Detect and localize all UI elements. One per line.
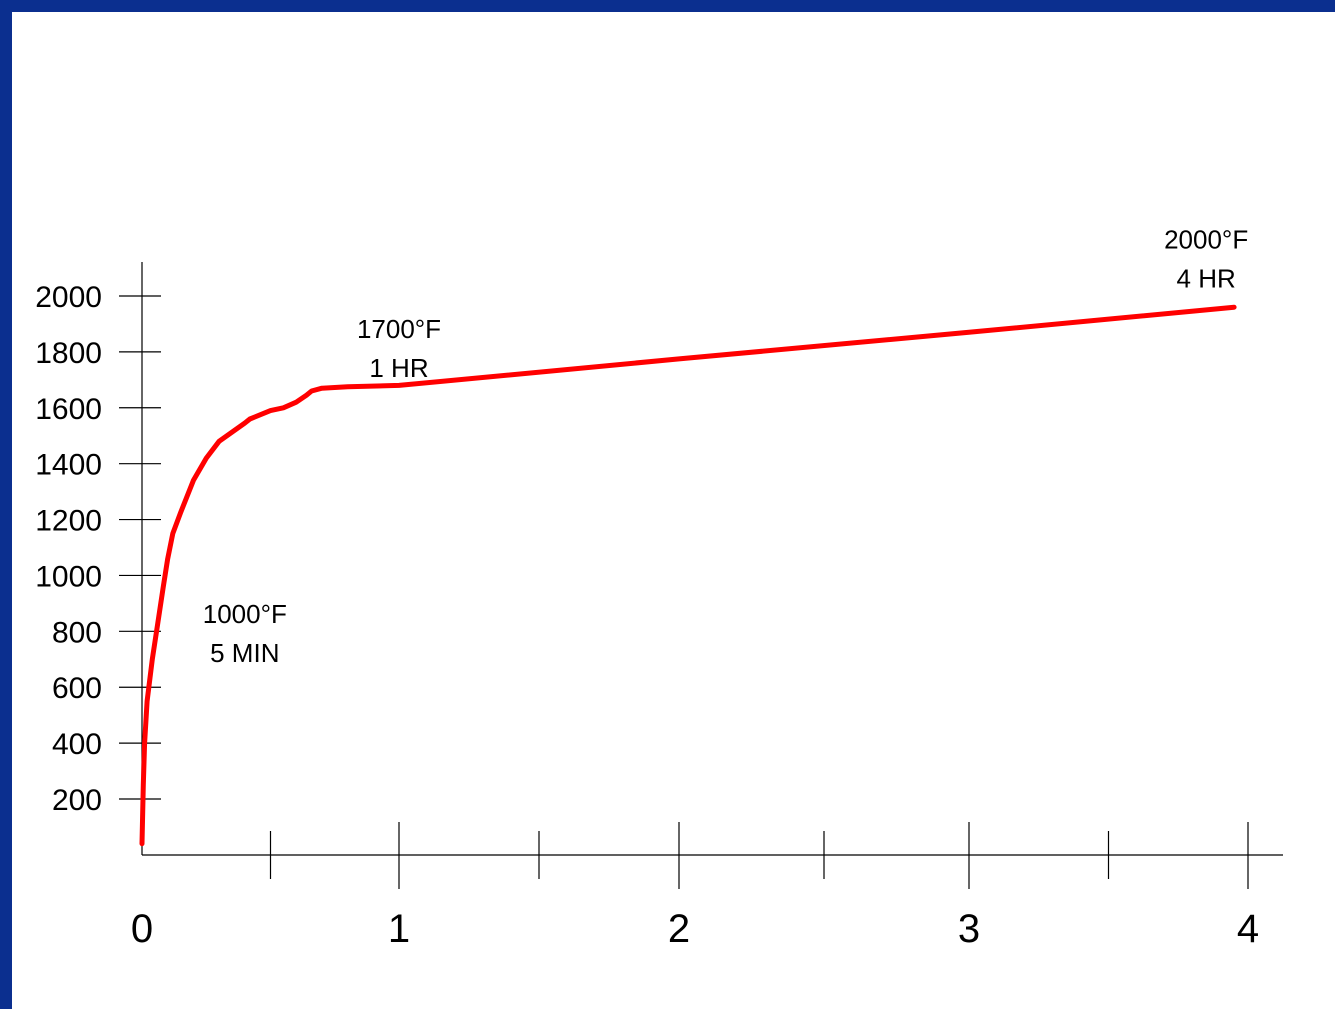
series-layer xyxy=(139,304,1237,847)
x-tick-label-1: 1 xyxy=(388,907,410,951)
x-tick-label-3: 3 xyxy=(958,907,980,951)
x-tick-label-0: 0 xyxy=(131,907,153,951)
annotation-0-line-0: 1000°F xyxy=(203,599,287,629)
slide-frame-top xyxy=(0,0,1335,12)
x-major-ticks xyxy=(398,822,1249,889)
annotation-2-line-1: 4 HR xyxy=(1177,263,1236,293)
y-tick-label-800: 800 xyxy=(52,616,102,649)
y-tick-label-600: 600 xyxy=(52,672,102,705)
annotation-layer: 1000°F 5 MIN 1700°F 1 HR 2000°F 4 HR xyxy=(203,224,1248,667)
x-tick-label-4: 4 xyxy=(1237,907,1259,951)
chart-axes xyxy=(119,262,1283,889)
y-tick-label-1200: 1200 xyxy=(35,505,102,538)
x-tick-labels: 0 1 2 3 4 xyxy=(131,907,1259,951)
slide-background xyxy=(12,12,1335,1009)
y-tick-label-1400: 1400 xyxy=(35,449,102,482)
y-tick-label-1000: 1000 xyxy=(35,560,102,593)
annotation-0-line-1: 5 MIN xyxy=(210,638,279,668)
y-tick-label-400: 400 xyxy=(52,728,102,761)
annotation-2-line-0: 2000°F xyxy=(1164,224,1248,254)
y-tick-label-1800: 1800 xyxy=(35,337,102,370)
y-tick-label-200: 200 xyxy=(52,784,102,817)
y-tick-label-1600: 1600 xyxy=(35,393,102,426)
annotation-1-line-0: 1700°F xyxy=(357,314,441,344)
slide-frame-left xyxy=(0,0,12,1009)
y-tick-labels: 200 400 600 800 1000 1200 1400 1600 1800 2000 xyxy=(35,281,102,817)
x-tick-label-2: 2 xyxy=(668,907,690,951)
annotation-1-line-1: 1 HR xyxy=(369,353,428,383)
y-tick-label-2000: 2000 xyxy=(35,281,102,314)
x-minor-ticks xyxy=(269,831,1110,879)
temperature-curve-line xyxy=(139,304,1237,847)
y-ticks xyxy=(119,295,161,800)
